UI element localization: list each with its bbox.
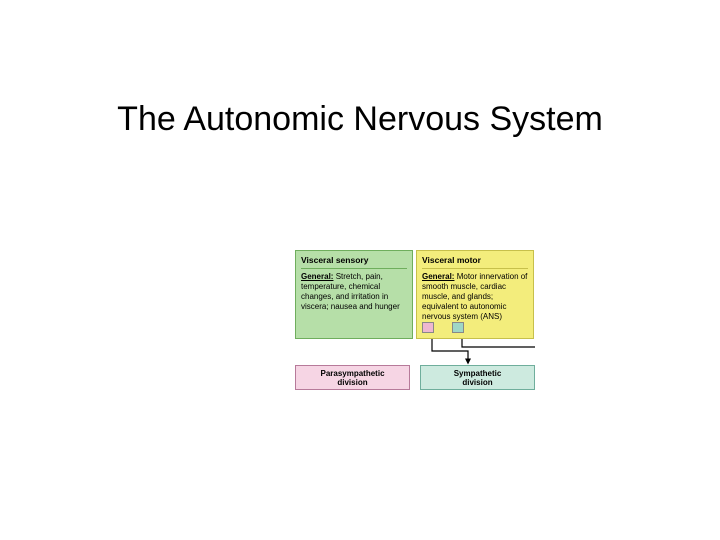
box-sympathetic-line1: Sympathetic (423, 369, 532, 378)
panel-lead-motor: General: (422, 272, 454, 281)
edge-para (432, 339, 468, 363)
box-parasympathetic-line2: division (298, 378, 407, 387)
motor-swatches (422, 322, 464, 333)
box-parasympathetic: Parasympathetic division (295, 365, 410, 390)
swatch-parasympathetic (422, 322, 434, 333)
panel-visceral-sensory: Visceral sensory General: Stretch, pain,… (295, 250, 413, 339)
page-title: The Autonomic Nervous System (0, 100, 720, 139)
panel-lead-sensory: General: (301, 272, 333, 281)
panel-header-motor: Visceral motor (422, 255, 528, 269)
box-sympathetic: Sympathetic division (420, 365, 535, 390)
division-boxes-row: Parasympathetic division Sympathetic div… (295, 365, 535, 390)
swatch-sympathetic (452, 322, 464, 333)
panel-header-sensory: Visceral sensory (301, 255, 407, 269)
panel-visceral-motor: Visceral motor General: Motor innervatio… (416, 250, 534, 339)
arrows-svg (295, 339, 535, 365)
panels-row: Visceral sensory General: Stretch, pain,… (295, 250, 535, 339)
panel-body-sensory: General: Stretch, pain, temperature, che… (301, 272, 407, 312)
arrows-layer (295, 339, 535, 365)
box-sympathetic-line2: division (423, 378, 532, 387)
ans-diagram: Visceral sensory General: Stretch, pain,… (295, 250, 535, 390)
edge-symp (462, 339, 535, 363)
box-parasympathetic-line1: Parasympathetic (298, 369, 407, 378)
panel-body-motor: General: Motor innervation of smooth mus… (422, 272, 528, 322)
